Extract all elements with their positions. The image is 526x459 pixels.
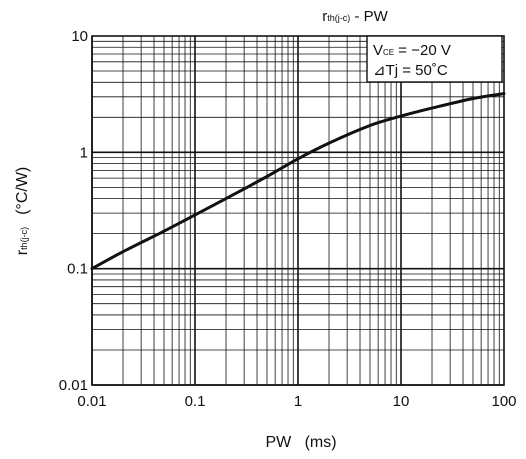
y-axis-title: rth(j-c) (°C/W) — [14, 167, 31, 255]
y-tick-label: 0.1 — [67, 261, 88, 278]
ylabel-symbol: r — [14, 249, 31, 255]
y-tick-label: 1 — [80, 144, 88, 161]
condition-vce: VCE = −20 V — [373, 42, 451, 59]
x-axis-title: PW (ms) — [265, 434, 336, 451]
vce-subscript: CE — [383, 48, 394, 57]
chart-title: rth(j-c) - PW — [322, 8, 388, 25]
title-suffix: - PW — [350, 8, 388, 25]
rth-curve — [90, 92, 506, 271]
ylabel-unit: (°C/W) — [14, 167, 31, 215]
x-tick-label: 100 — [491, 393, 516, 410]
vce-value: = −20 V — [394, 42, 451, 59]
title-symbol: r — [322, 8, 327, 25]
condition-delta-tj: ⊿Tj = 50˚C — [373, 62, 448, 79]
series-layer — [90, 92, 506, 271]
x-tick-label: 0.01 — [77, 393, 106, 410]
tick-labels: 0.01 0.1 1 10 100 0.01 0.1 1 10 — [59, 28, 517, 410]
conditions-box: VCE = −20 V ⊿Tj = 50˚C — [366, 35, 503, 83]
plot-frame — [91, 35, 505, 386]
y-tick-label: 10 — [71, 28, 88, 45]
conditions-box-frame — [366, 35, 503, 83]
y-tick-label: 0.01 — [59, 377, 88, 394]
x-tick-label: 0.1 — [185, 393, 206, 410]
title-subscript: th(j-c) — [327, 13, 350, 23]
vce-symbol: V — [373, 42, 383, 59]
ylabel-subscript: th(j-c) — [19, 227, 29, 250]
x-tick-label: 10 — [393, 393, 410, 410]
x-tick-label: 1 — [294, 393, 302, 410]
